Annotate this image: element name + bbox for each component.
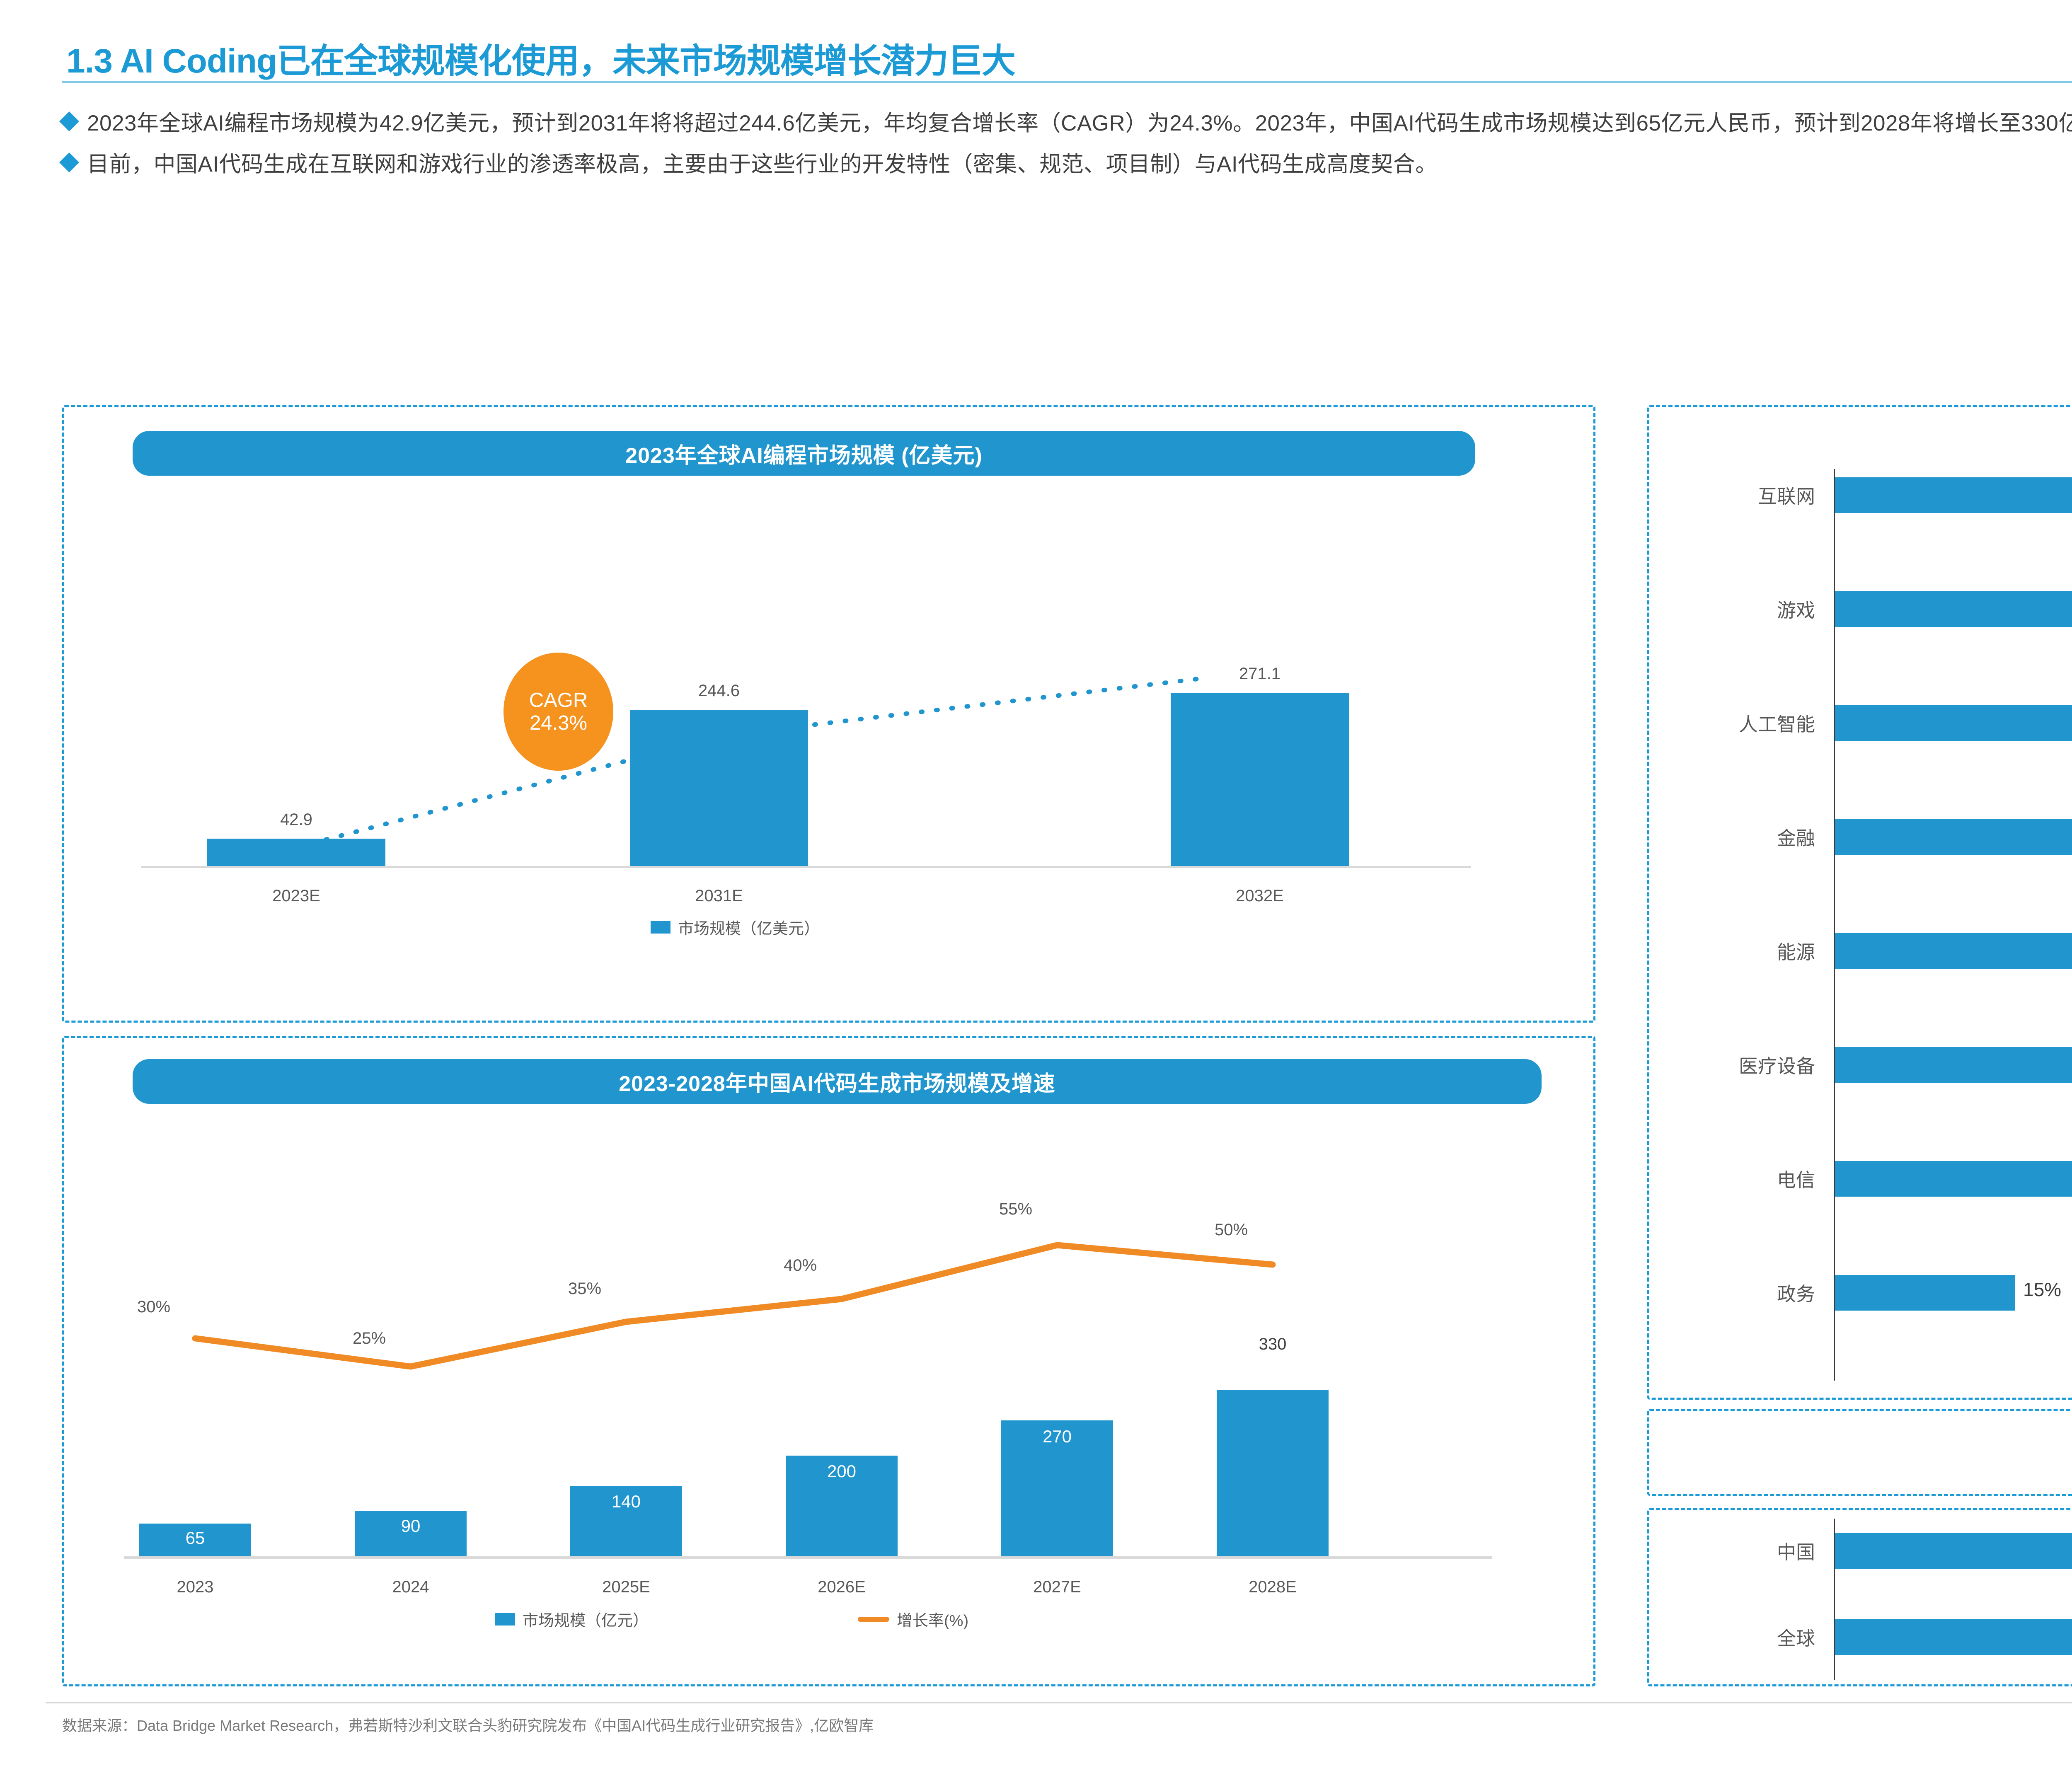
legend-swatch-market-size <box>495 1613 515 1626</box>
xtick-2032E: 2032E <box>1236 887 1284 905</box>
xtick-2023E: 2023E <box>272 887 320 905</box>
bar-2028E <box>1217 1390 1329 1556</box>
ycat-global: 全球 <box>1777 1628 1815 1649</box>
line-value-2027E: 55% <box>999 1200 1033 1218</box>
panel-dev-usage-title <box>1647 1409 2072 1496</box>
hbar-telecom <box>1835 1161 2072 1197</box>
y-axis-line <box>1834 1519 1835 1680</box>
hbar-medical <box>1835 1047 2072 1083</box>
line-value-2026E: 40% <box>783 1256 817 1275</box>
hbar-government <box>1835 1275 2015 1311</box>
hbar-energy <box>1835 933 2072 969</box>
ycat-ai: 人工智能 <box>1739 714 1815 735</box>
line-value-2024: 25% <box>352 1329 386 1347</box>
bar-2023 <box>139 1524 251 1556</box>
chart-title-dev-usage: 亿欧智库：开发人员在日常工作中使用AI Coding工具频率对比 <box>1647 1427 2072 1459</box>
panel-global-market <box>62 405 1595 1023</box>
panel-dev-usage <box>1647 1508 2072 1686</box>
bullet-item: 目前，中国AI代码生成在互联网和游戏行业的渗透率极高，主要由于这些行业的开发特性… <box>59 149 2072 180</box>
cagr-value: 24.3% <box>530 711 587 734</box>
hvalue-government: 15% <box>2023 1279 2062 1300</box>
growth-rate-line <box>192 1242 1276 1370</box>
bar-value-2024: 90 <box>401 1516 421 1536</box>
xtick-2026E: 2026E <box>818 1578 866 1596</box>
panel-industry-penetration <box>1647 405 2072 1400</box>
legend-swatch-growth-rate <box>858 1616 889 1622</box>
x-axis-line <box>141 866 1471 868</box>
page-title: 1.3 AI Coding已在全球规模化使用，未来市场规模增长潜力巨大 <box>66 42 1016 80</box>
xtick-2027E: 2027E <box>1033 1578 1081 1596</box>
trend-dotted-line <box>294 675 1213 850</box>
cagr-bubble: CAGR 24.3% <box>503 653 613 771</box>
ycat-game: 游戏 <box>1777 600 1815 621</box>
data-source-text: 数据来源：Data Bridge Market Research，弗若斯特沙利文… <box>62 1717 874 1734</box>
chart-title-global-market: 2023年全球AI编程市场规模 (亿美元) <box>133 431 1475 476</box>
x-axis-line <box>124 1556 1492 1559</box>
xtick-2028E: 2028E <box>1249 1578 1297 1596</box>
bar-value-2025E: 140 <box>611 1492 641 1511</box>
ycat-china: 中国 <box>1777 1541 1815 1563</box>
ycat-medical: 医疗设备 <box>1739 1055 1815 1077</box>
hbar-internet <box>1835 477 2072 513</box>
xtick-2025E: 2025E <box>602 1578 650 1596</box>
chart-title-china-codegen: 2023-2028年中国AI代码生成市场规模及增速 <box>133 1059 1542 1104</box>
bar-value-2028E: 330 <box>1259 1335 1287 1353</box>
ycat-finance: 金融 <box>1777 827 1815 849</box>
line-value-2028E: 50% <box>1214 1221 1248 1239</box>
y-axis-line <box>1834 469 1835 1381</box>
bar-value-2027E: 270 <box>1042 1427 1072 1446</box>
line-value-2025E: 35% <box>568 1280 602 1298</box>
legend-growth-rate: 增长率(%) <box>858 1608 968 1630</box>
legend-global-market: 市场规模（亿美元） <box>651 916 820 939</box>
ycat-telecom: 电信 <box>1777 1169 1815 1191</box>
hbar-finance <box>1835 819 2072 855</box>
line-value-2023: 30% <box>137 1298 171 1316</box>
bar-2026E <box>786 1456 898 1556</box>
footer-divider <box>46 1702 2072 1703</box>
bar-value-2023: 65 <box>185 1528 205 1548</box>
legend-market-size: 市场规模（亿元） <box>495 1608 649 1630</box>
legend-label-growth-rate: 增长率(%) <box>897 1612 969 1630</box>
ycat-government: 政务 <box>1777 1283 1815 1305</box>
diamond-bullet-icon <box>59 111 80 132</box>
legend-swatch-market-size <box>651 921 670 934</box>
hbar-china <box>1835 1533 2072 1569</box>
bar-2025E <box>570 1486 682 1556</box>
hbar-ai <box>1835 705 2072 741</box>
bullet-text: 2023年全球AI编程市场规模为42.9亿美元，预计到2031年将将超过244.… <box>87 111 2072 135</box>
xtick-2023: 2023 <box>177 1578 214 1596</box>
bullet-list: 2023年全球AI编程市场规模为42.9亿美元，预计到2031年将将超过244.… <box>59 108 2072 190</box>
title-underline <box>62 81 2072 83</box>
chart-title-industry-penetration: 亿欧智库：AI Coding在中国各行业渗透率 <box>1647 419 2072 450</box>
bullet-text: 目前，中国AI代码生成在互联网和游戏行业的渗透率极高，主要由于这些行业的开发特性… <box>87 152 1438 177</box>
hbar-global <box>1835 1619 2072 1655</box>
bar-2023E <box>207 839 385 866</box>
bar-value-2026E: 200 <box>827 1461 857 1481</box>
bar-2031E <box>630 710 808 866</box>
bullet-item: 2023年全球AI编程市场规模为42.9亿美元，预计到2031年将将超过244.… <box>59 108 2072 139</box>
ycat-internet: 互联网 <box>1758 486 1815 507</box>
legend-label-market-size: 市场规模（亿美元） <box>678 920 820 938</box>
ycat-energy: 能源 <box>1777 941 1815 963</box>
bar-value-2031E: 244.6 <box>698 682 740 700</box>
bar-2027E <box>1001 1420 1113 1556</box>
bar-value-2023E: 42.9 <box>280 810 312 829</box>
bar-2032E <box>1171 693 1349 866</box>
hbar-game <box>1835 591 2072 627</box>
legend-label-market-size: 市场规模（亿元） <box>523 1612 649 1630</box>
bar-value-2032E: 271.1 <box>1239 665 1281 683</box>
diamond-bullet-icon <box>59 152 80 173</box>
cagr-label: CAGR <box>529 689 588 711</box>
xtick-2031E: 2031E <box>695 887 743 905</box>
panel-china-codegen <box>62 1036 1595 1686</box>
bar-2024 <box>355 1511 467 1556</box>
xtick-2024: 2024 <box>392 1578 429 1596</box>
